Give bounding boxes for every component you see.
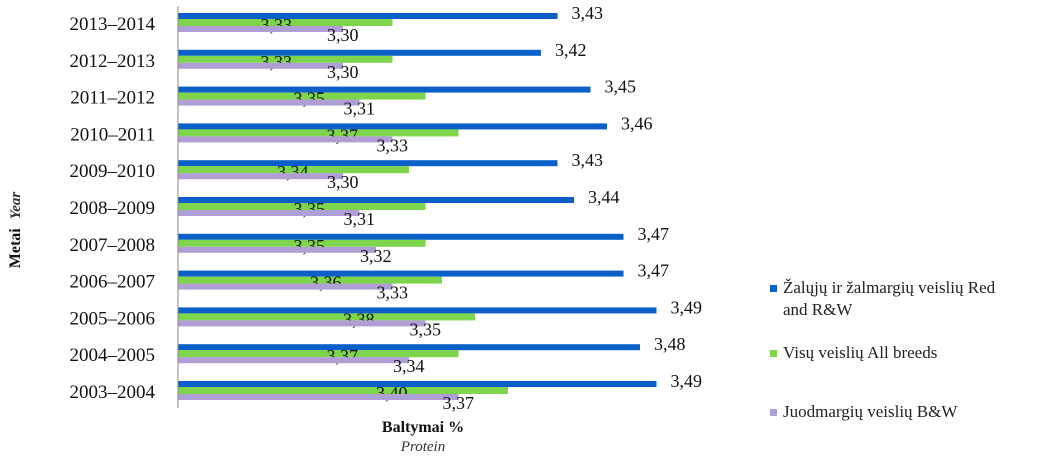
bar-series-2 — [178, 203, 426, 210]
data-label-series-3: 3,35 — [410, 319, 442, 339]
y-tick-label: 2003–2004 — [70, 382, 156, 403]
bar-series-1 — [178, 344, 640, 351]
bar-series-2 — [178, 239, 426, 247]
bar-series-2 — [178, 166, 409, 174]
bar-series-3 — [178, 26, 343, 32]
y-axis-title: Metai Year — [7, 192, 24, 269]
y-tick-label: 2007–2008 — [70, 235, 156, 256]
legend-label-series-3: Juodmargių veislių B&W — [783, 402, 958, 421]
bar-series-1 — [178, 381, 657, 387]
bar-series-3 — [178, 320, 426, 327]
data-label-series-3: 3,37 — [443, 393, 475, 413]
bar-series-3 — [178, 136, 393, 143]
bar-series-1 — [178, 49, 541, 56]
bar-series-3 — [178, 357, 409, 364]
data-label-series-1: 3,49 — [671, 371, 703, 391]
data-label-series-3: 3,33 — [377, 135, 409, 155]
data-label-series-1: 3,43 — [572, 3, 604, 23]
bar-series-3 — [178, 246, 376, 253]
data-label-series-3: 3,30 — [327, 62, 359, 82]
bar-series-2 — [178, 350, 459, 358]
legend-label-series-2: Visų veislių All breeds — [783, 343, 937, 362]
y-tick-label: 2011–2012 — [70, 88, 155, 109]
bar-series-2 — [178, 55, 393, 63]
bar-series-1 — [178, 13, 558, 19]
data-label-series-1: 3,45 — [605, 77, 637, 97]
data-label-series-1: 3,48 — [654, 334, 686, 354]
bar-series-2 — [178, 387, 508, 394]
y-tick-label: 2010–2011 — [70, 124, 155, 145]
y-tick-label: 2004–2005 — [70, 345, 156, 366]
y-tick-label: 2005–2006 — [70, 308, 156, 329]
bar-series-3 — [178, 62, 343, 69]
x-axis-subtitle: Protein — [400, 439, 445, 455]
data-label-series-1: 3,49 — [671, 297, 703, 317]
data-label-series-1: 3,46 — [621, 113, 653, 133]
bar-series-2 — [178, 129, 459, 137]
y-axis-title-main: Metai — [7, 228, 24, 269]
legend-swatch-series-1 — [770, 285, 777, 292]
y-axis-title-sub: Year — [8, 192, 24, 220]
bar-series-2 — [178, 276, 442, 284]
bar-series-1 — [178, 307, 657, 314]
bar-series-2 — [178, 19, 393, 26]
y-tick-label: 2008–2009 — [70, 198, 156, 219]
y-tick-label: 2012–2013 — [70, 51, 156, 72]
data-label-series-1: 3,43 — [572, 150, 604, 170]
bar-series-1 — [178, 160, 558, 167]
bar-series-1 — [178, 233, 624, 240]
bar-series-3 — [178, 283, 393, 290]
y-tick-label: 2013–2014 — [70, 14, 156, 35]
legend-swatch-series-3 — [770, 409, 777, 416]
bar-series-1 — [178, 197, 574, 203]
y-tick-label: 2006–2007 — [70, 272, 156, 293]
bar-series-2 — [178, 92, 426, 100]
data-label-series-3: 3,31 — [344, 99, 376, 119]
bar-series-2 — [178, 313, 475, 321]
y-tick-label: 2009–2010 — [70, 161, 156, 182]
legend: Žalųjų ir žalmargių veislių Red and R&W Vi… — [770, 278, 996, 421]
data-label-series-3: 3,33 — [377, 283, 409, 303]
bar-series-3 — [178, 173, 343, 180]
bar-series-1 — [178, 123, 607, 130]
bar-series-3 — [178, 210, 360, 216]
data-label-series-3: 3,34 — [393, 356, 425, 376]
legend-swatch-series-2 — [770, 350, 777, 357]
legend-label-series-1: Žalųjų ir žalmargių veislių Red and R&W — [783, 278, 996, 319]
data-label-series-1: 3,42 — [555, 40, 587, 60]
data-label-series-3: 3,30 — [327, 25, 359, 45]
data-label-series-1: 3,47 — [638, 224, 670, 244]
data-label-series-1: 3,44 — [588, 187, 620, 207]
data-label-series-3: 3,31 — [344, 209, 376, 229]
bar-series-3 — [178, 99, 360, 106]
x-axis-title: Baltymai % — [382, 419, 464, 436]
data-label-series-3: 3,30 — [327, 172, 359, 192]
bar-series-1 — [178, 86, 591, 93]
bar-series-3 — [178, 394, 459, 400]
data-label-series-1: 3,47 — [638, 261, 670, 281]
bar-series-1 — [178, 270, 624, 277]
data-label-series-3: 3,32 — [360, 246, 392, 266]
